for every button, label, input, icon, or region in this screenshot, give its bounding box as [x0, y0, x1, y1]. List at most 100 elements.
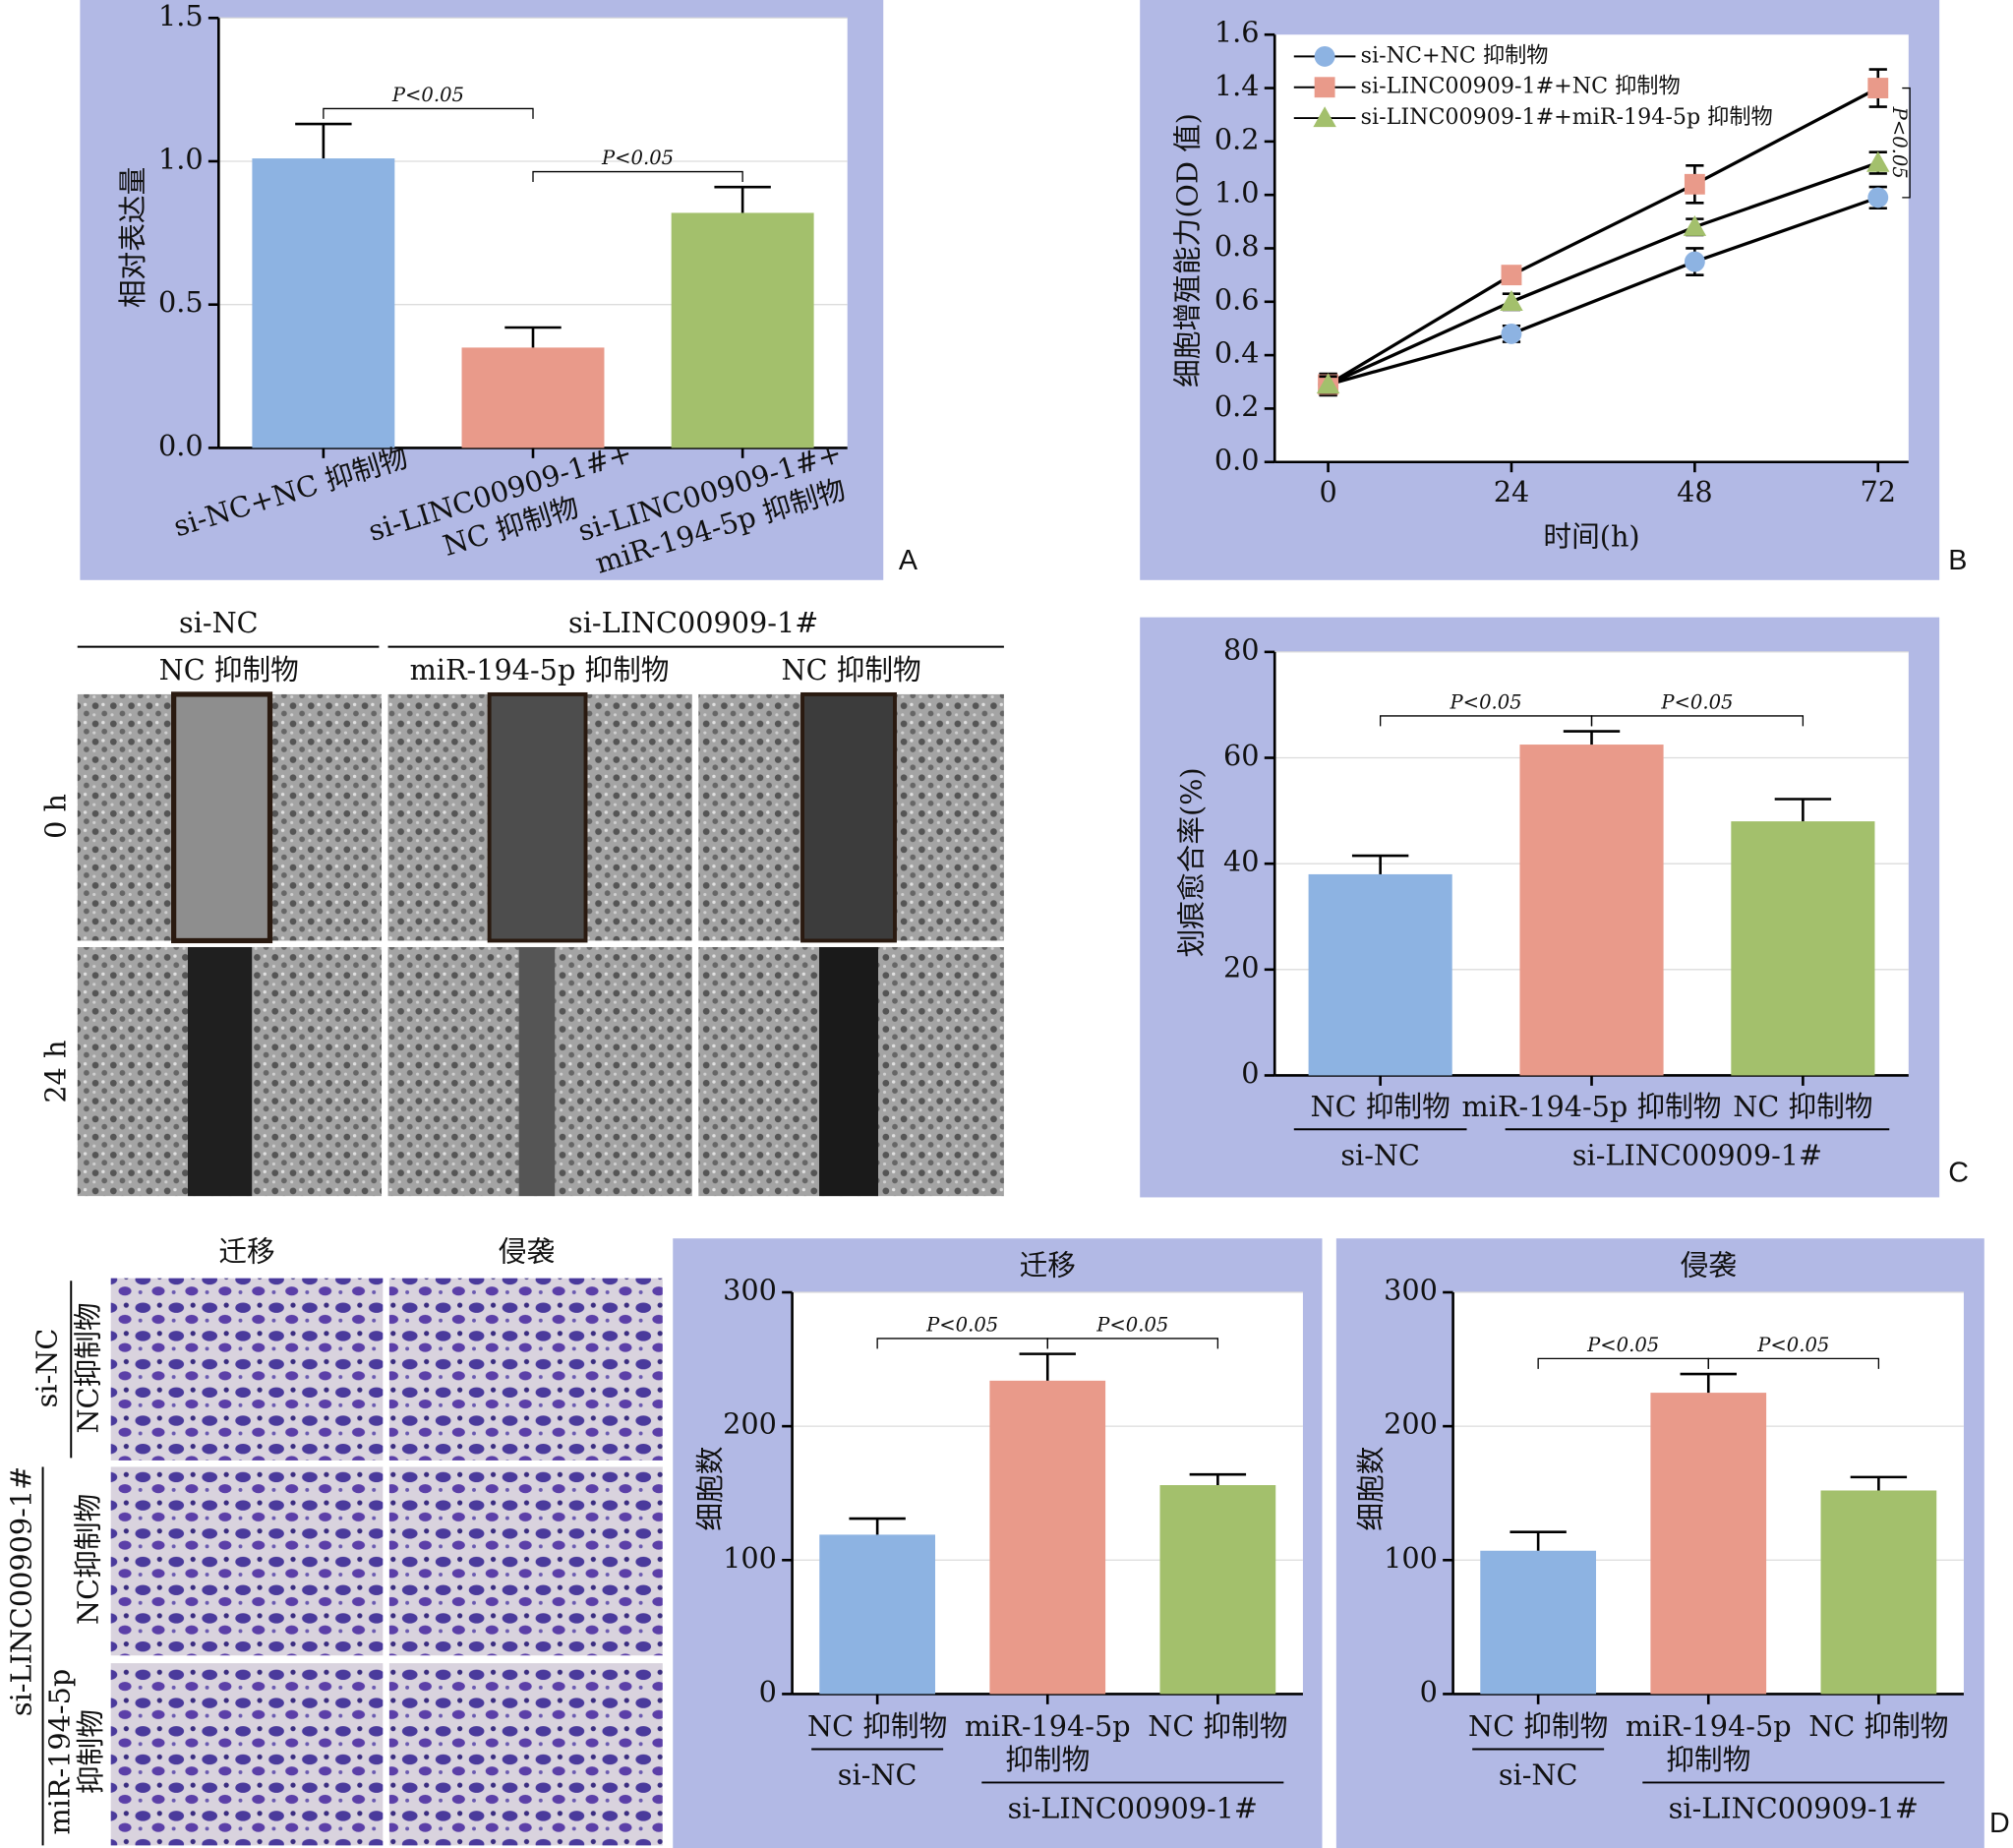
y-tick-label: 40 — [1223, 845, 1260, 878]
bar — [252, 158, 395, 448]
bar — [671, 212, 814, 448]
y-tick-label: 300 — [1384, 1273, 1438, 1306]
y-tick-label: 80 — [1223, 632, 1260, 666]
series-line — [1327, 87, 1879, 387]
x-tick-label: miR-194-5p — [1626, 1709, 1792, 1743]
y-tick-label: 0.0 — [158, 429, 204, 462]
group-label: si-NC — [838, 1759, 918, 1792]
marker — [1683, 215, 1707, 236]
series-line — [1328, 196, 1879, 387]
x-tick-label: NC 抑制物 — [1148, 1709, 1287, 1743]
y-tick-label: 1.5 — [158, 0, 204, 32]
legend-marker — [1314, 77, 1335, 98]
scratch-gap — [487, 691, 588, 943]
marker — [1867, 78, 1889, 98]
legend-label: si-NC+NC 抑制物 — [1361, 42, 1549, 68]
micrograph — [110, 1663, 384, 1846]
y-tick-label: 0.8 — [1214, 229, 1260, 263]
marker — [1684, 173, 1705, 195]
scratch-gap — [800, 691, 897, 943]
x-tick-label: NC 抑制物 — [1733, 1090, 1872, 1123]
y-axis-label: 相对表达量 — [116, 167, 149, 308]
bar — [819, 1534, 936, 1695]
bar — [1650, 1393, 1767, 1695]
group-label: si-NC — [1340, 1138, 1420, 1171]
marker — [1867, 187, 1889, 209]
y-axis-label: 细胞数 — [693, 1447, 727, 1531]
scratch-gap — [818, 946, 879, 1197]
group-label: si-LINC00909-1# — [1008, 1792, 1258, 1825]
column-label: 迁移 — [218, 1234, 274, 1268]
marker — [1316, 373, 1340, 394]
y-axis-label: 细胞数 — [1354, 1447, 1388, 1531]
bar — [989, 1380, 1106, 1695]
x-tick-label: 72 — [1860, 475, 1896, 508]
bar — [1480, 1550, 1597, 1695]
comparison-label: P<0.05 — [601, 147, 674, 169]
y-tick-label: 1.0 — [158, 142, 204, 175]
y-tick-label: 0.5 — [158, 285, 204, 319]
x-axis-label: 时间(h) — [1543, 520, 1639, 554]
y-tick-label: 100 — [1384, 1541, 1438, 1575]
row-group-label: si-NC — [30, 1329, 64, 1408]
bar — [1731, 821, 1875, 1076]
y-tick-label: 60 — [1223, 739, 1260, 772]
group-label: si-LINC00909-1# — [568, 606, 818, 639]
comparison-label: P<0.05 — [925, 1313, 998, 1336]
y-tick-label: 0.2 — [1214, 122, 1260, 155]
marker — [1501, 323, 1522, 344]
panel-letter: D — [1989, 1808, 2010, 1839]
comparison-label: P<0.05 — [1888, 106, 1911, 179]
comparison-label: P<0.05 — [1586, 1334, 1659, 1356]
y-tick-label: 0 — [1420, 1675, 1438, 1708]
x-tick-label: miR-194-5p — [965, 1709, 1131, 1743]
bar — [1159, 1485, 1276, 1695]
comparison-label: P<0.05 — [1756, 1334, 1829, 1356]
panel-letter: C — [1948, 1158, 1969, 1189]
y-tick-label: 1.6 — [1214, 16, 1260, 49]
x-tick-label: 48 — [1677, 475, 1713, 508]
column-label: miR-194-5p 抑制物 — [410, 653, 670, 686]
x-tick-label: NC 抑制物 — [1468, 1709, 1608, 1743]
comparison-label: P<0.05 — [1660, 690, 1733, 713]
row-label: 0 h — [39, 794, 73, 839]
comparison-bracket — [532, 170, 743, 182]
y-tick-label: 1.4 — [1214, 69, 1260, 102]
micrograph — [388, 1663, 663, 1846]
panel-letter: A — [899, 545, 918, 576]
group-label: si-LINC00909-1# — [1669, 1792, 1919, 1825]
legend-label: si-LINC00909-1#+miR-194-5p 抑制物 — [1361, 104, 1773, 130]
chart-title: 迁移 — [1020, 1249, 1076, 1282]
marker — [1684, 251, 1705, 272]
y-tick-label: 0.4 — [1214, 336, 1260, 370]
plot-area — [1274, 34, 1909, 462]
scratch-gap — [171, 691, 273, 944]
y-tick-label: 300 — [723, 1273, 777, 1306]
y-tick-label: 0 — [1241, 1056, 1259, 1090]
x-tick-label: NC 抑制物 — [807, 1709, 947, 1743]
legend-marker — [1314, 45, 1335, 67]
marker — [1866, 150, 1890, 172]
micrograph — [388, 1466, 663, 1656]
y-axis-label: 划痕愈合率(%) — [1175, 767, 1209, 957]
micrograph — [110, 1466, 384, 1656]
y-tick-label: 0.6 — [1214, 282, 1260, 316]
scratch-gap — [187, 946, 253, 1197]
legend-marker — [1313, 106, 1336, 128]
series-line — [1327, 161, 1879, 387]
bar — [1519, 745, 1664, 1076]
y-tick-label: 0.0 — [1214, 443, 1260, 476]
comparison-bracket — [1046, 1338, 1219, 1349]
micrograph — [110, 1278, 384, 1461]
legend-label: si-LINC00909-1#+NC 抑制物 — [1361, 74, 1681, 99]
micrograph — [388, 1278, 663, 1461]
bar — [1308, 873, 1452, 1076]
y-tick-label: 20 — [1223, 950, 1260, 984]
scratch-gap — [518, 946, 556, 1197]
row-label: miR-194-5p — [43, 1669, 77, 1835]
column-label: NC 抑制物 — [159, 653, 299, 686]
x-tick-label: miR-194-5p 抑制物 — [1462, 1090, 1722, 1123]
y-tick-label: 0 — [759, 1675, 777, 1708]
comparison-bracket — [1590, 715, 1805, 727]
